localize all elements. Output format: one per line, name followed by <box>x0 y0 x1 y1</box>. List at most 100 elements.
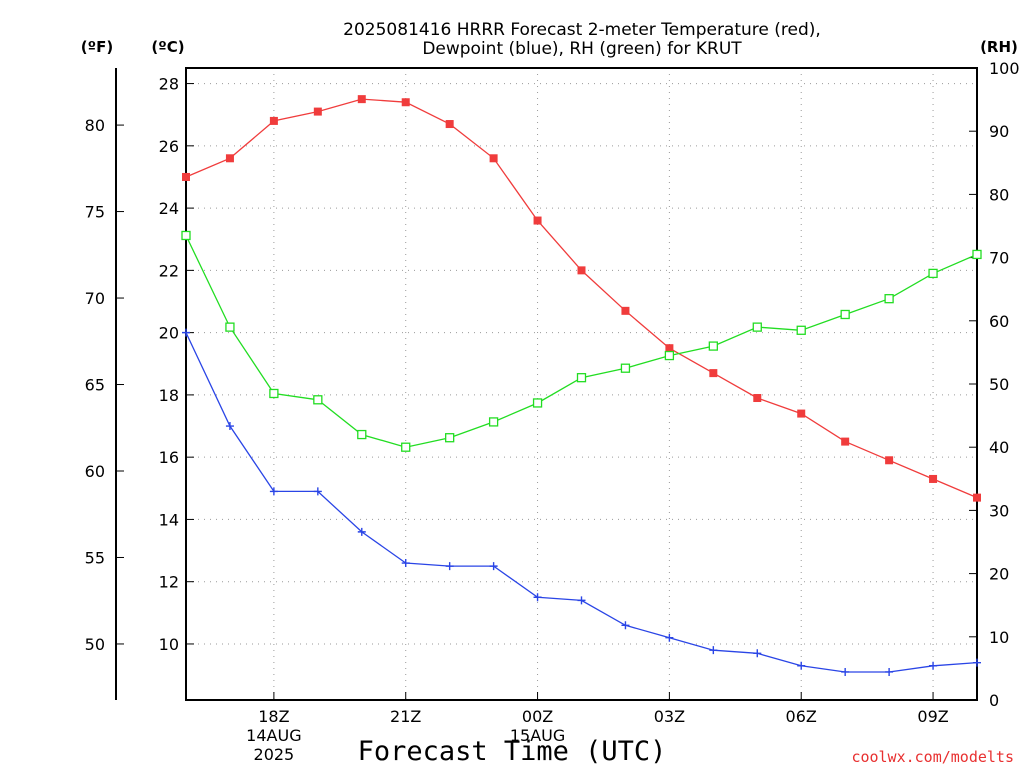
data-point <box>796 325 806 335</box>
fahrenheit-tick-label: 50 <box>85 635 105 654</box>
data-point <box>401 98 410 107</box>
data-point <box>753 649 762 658</box>
rh-tick-label: 20 <box>989 565 1009 584</box>
rh-tick-label: 60 <box>989 312 1009 331</box>
x-tick-label: 09Z <box>917 707 948 726</box>
data-point <box>709 369 718 378</box>
rh-tick-label: 100 <box>989 59 1020 78</box>
data-point <box>182 172 190 181</box>
grid-lines <box>186 68 977 700</box>
series-line-1 <box>185 332 978 673</box>
x-tick-label: 03Z <box>654 707 685 726</box>
rh-tick-label: 70 <box>989 249 1009 268</box>
plot-frame <box>185 67 978 701</box>
data-point <box>533 593 542 602</box>
data-point <box>401 442 411 452</box>
celsius-tick-label: 12 <box>159 573 179 592</box>
credit-text: coolwx.com/modelts <box>851 748 1014 766</box>
fahrenheit-tick-label: 75 <box>85 203 105 222</box>
celsius-tick-label: 20 <box>159 324 179 343</box>
data-point <box>840 309 850 320</box>
x-tick-label: 18Z <box>258 707 289 726</box>
data-point <box>225 422 234 431</box>
data-point <box>532 398 543 408</box>
data-point <box>665 633 674 642</box>
data-point <box>753 394 762 403</box>
rh-tick-label: 30 <box>989 501 1009 520</box>
data-point <box>620 363 631 373</box>
fahrenheit-tick-label: 60 <box>85 462 105 481</box>
celsius-tick-label: 18 <box>159 386 179 405</box>
data-point <box>577 596 586 605</box>
data-point <box>533 216 542 225</box>
rh-unit-label: (RH) <box>980 38 1018 56</box>
data-point <box>797 409 806 418</box>
x-axis-label: Forecast Time (UTC) <box>358 736 667 767</box>
x-tick-sublabel: 15AUG <box>510 726 565 745</box>
data-point <box>489 154 498 163</box>
series-group <box>181 95 982 676</box>
data-point <box>445 120 454 129</box>
data-point <box>884 294 894 304</box>
data-point <box>445 562 454 571</box>
rh-tick-label: 80 <box>989 185 1009 204</box>
data-point <box>928 268 938 279</box>
data-point <box>621 306 630 315</box>
celsius-tick-label: 14 <box>159 510 179 529</box>
data-point <box>797 661 806 670</box>
data-point <box>182 328 190 337</box>
data-point <box>841 437 850 446</box>
rh-tick-label: 50 <box>989 375 1009 394</box>
celsius-tick-label: 28 <box>159 75 179 94</box>
tick-labels: 10 12 14 16 18 20 22 24 26 28 50 55 60 65 70 75 80 0 10 20 3… <box>85 59 1020 764</box>
x-tick-label: 06Z <box>786 707 817 726</box>
celsius-tick-label: 22 <box>159 261 179 280</box>
data-series <box>181 95 982 676</box>
x-tick-label: 00Z <box>522 707 553 726</box>
series-line-0 <box>185 98 978 499</box>
data-point <box>885 667 894 676</box>
rh-tick-label: 40 <box>989 438 1009 457</box>
celsius-tick-label: 10 <box>159 635 179 654</box>
fahrenheit-unit-label: (ºF) <box>81 38 113 56</box>
data-point <box>181 230 191 241</box>
data-point <box>709 646 718 655</box>
data-point <box>973 658 981 667</box>
rh-tick-label: 90 <box>989 122 1009 141</box>
data-point <box>225 154 234 163</box>
data-point <box>269 487 278 496</box>
data-point <box>488 417 499 427</box>
data-point <box>664 350 675 361</box>
rh-tick-label: 10 <box>989 628 1009 647</box>
data-point <box>357 429 367 440</box>
data-point <box>269 116 278 125</box>
rh-tick-label: 0 <box>989 691 999 710</box>
data-point <box>752 322 762 332</box>
fahrenheit-tick-label: 80 <box>85 116 105 135</box>
data-point <box>577 266 586 275</box>
fahrenheit-tick-label: 65 <box>85 376 105 395</box>
data-point <box>401 559 410 568</box>
data-point <box>885 456 894 465</box>
data-point <box>269 388 279 399</box>
chart-title-line-1: 2025081416 HRRR Forecast 2-meter Tempera… <box>343 20 821 40</box>
data-point <box>972 249 982 260</box>
x-tick-label: 21Z <box>390 707 421 726</box>
data-point <box>929 474 938 483</box>
axes <box>115 67 978 701</box>
data-point <box>225 322 235 332</box>
data-point <box>313 487 322 496</box>
data-point <box>621 621 630 630</box>
data-point <box>841 667 850 676</box>
fahrenheit-tick-label: 70 <box>85 289 105 308</box>
celsius-tick-label: 16 <box>159 448 179 467</box>
data-point <box>357 95 366 104</box>
x-tick-sublabel: 14AUG <box>246 726 301 745</box>
data-point <box>357 527 366 536</box>
data-point <box>665 344 674 353</box>
chart-title-line-2: Dewpoint (blue), RH (green) for KRUT <box>422 39 742 59</box>
celsius-tick-label: 26 <box>159 137 179 156</box>
data-point <box>929 661 938 670</box>
data-point <box>708 341 718 351</box>
data-point <box>445 433 455 443</box>
